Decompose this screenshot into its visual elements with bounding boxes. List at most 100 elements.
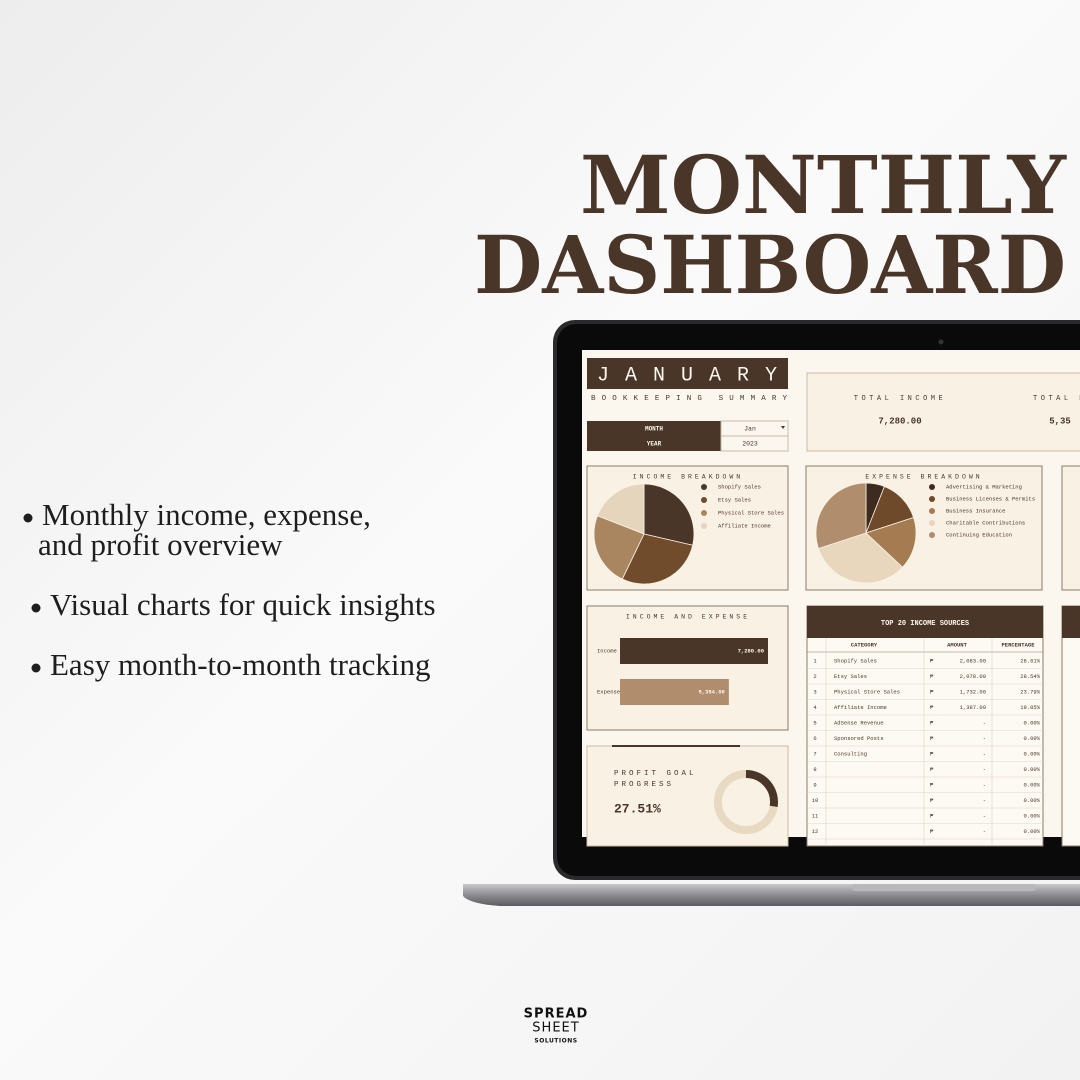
table-cell: 1,732.00 xyxy=(960,688,986,695)
bullet-list: Monthly income, expense,and profit overv… xyxy=(23,497,436,682)
table-cell: 3 xyxy=(813,688,816,695)
table-header xyxy=(1062,606,1080,638)
legend-label: Business Licenses & Permits xyxy=(946,495,1035,502)
table-cell: ₱ xyxy=(930,766,934,773)
setting-label-cell xyxy=(587,436,721,451)
table-cell: ₱ xyxy=(930,704,934,711)
table-cell: Physical Store Sales xyxy=(834,688,900,695)
table-cell: 10 xyxy=(812,797,819,804)
bullet-text: Easy month-to-month tracking xyxy=(50,647,431,682)
total-label: TOTAL E xyxy=(1033,395,1080,403)
table-cell: 0.00% xyxy=(1023,781,1040,788)
table-cell: 1 xyxy=(813,657,817,664)
table-cell: 2,078.00 xyxy=(960,673,986,680)
dashboard: JANUARY BOOKKEEPING SUMMARY INCOME BREAK… xyxy=(586,358,1080,847)
brand-logo: SPREAD SHEET SOLUTIONS xyxy=(524,1007,588,1045)
table-cell: 1,387.00 xyxy=(960,704,986,711)
table-cell: - xyxy=(983,719,986,726)
table-cell: 11 xyxy=(812,812,819,819)
bar-category: Income xyxy=(597,647,617,654)
subtitle: BOOKKEEPING SUMMARY xyxy=(591,395,787,403)
bullet-text: and profit overview xyxy=(38,527,283,562)
table-cell: ₱ xyxy=(930,673,934,680)
bar xyxy=(620,638,768,664)
table-cell: 28.61% xyxy=(1020,657,1041,664)
table-cell: ₱ xyxy=(930,781,934,788)
table-cell: Etsy Sales xyxy=(834,673,867,680)
bullet-text: Visual charts for quick insights xyxy=(50,587,436,622)
brand-line: SOLUTIONS xyxy=(534,1038,577,1045)
legend-dot xyxy=(929,508,935,514)
setting-label-cell xyxy=(587,421,721,436)
table-cell: 0.00% xyxy=(1023,797,1040,804)
column-header: AMOUNT xyxy=(947,641,968,648)
legend-dot xyxy=(701,497,707,503)
table-title: TOP 20 INCOME SOURCES xyxy=(881,620,969,628)
total-value: 7,280.00 xyxy=(878,416,921,426)
table-cell: 8 xyxy=(813,766,816,773)
bar xyxy=(620,679,729,705)
table-cell: - xyxy=(983,750,986,757)
table-cell: - xyxy=(983,812,986,819)
setting-value-cell xyxy=(720,435,789,452)
bullet-dot xyxy=(31,663,41,673)
table-cell: 0.00% xyxy=(1023,766,1040,773)
table-cell: 23.79% xyxy=(1020,688,1041,695)
pie-slice xyxy=(621,533,694,585)
table-cell: - xyxy=(983,781,986,788)
table-cell: - xyxy=(983,735,986,742)
dropdown-arrow xyxy=(781,426,785,429)
table-cell: 0.00% xyxy=(1023,735,1040,742)
pie-slice xyxy=(643,483,695,546)
table-cell: ₱ xyxy=(930,657,934,664)
legend-label: Affiliate Income xyxy=(718,522,771,529)
legend-dot xyxy=(929,484,935,490)
month-banner xyxy=(587,358,788,389)
setting-label: YEAR xyxy=(647,441,662,448)
table-cell: ₱ xyxy=(930,828,934,835)
table-cell: - xyxy=(983,828,986,835)
card xyxy=(586,605,789,731)
brand-line: SHEET xyxy=(532,1021,579,1036)
legend-label: Physical Store Sales xyxy=(718,509,784,516)
pie-slice xyxy=(596,483,645,535)
table-cell: ₱ xyxy=(930,688,934,695)
table-cell: 0.00% xyxy=(1023,828,1040,835)
total-value: 5,35 xyxy=(1049,416,1071,426)
bullet-dot xyxy=(31,603,41,613)
legend-label: Shopify Sales xyxy=(718,483,761,490)
bar-value-label: 5,354.00 xyxy=(698,688,724,695)
table-cell: ₱ xyxy=(930,719,934,726)
table-cell: ₱ xyxy=(930,735,934,742)
table-cell: 12 xyxy=(812,828,819,835)
table-cell: 19.05% xyxy=(1020,704,1041,711)
table-cell: Consulting xyxy=(834,750,867,757)
setting-label: MONTH xyxy=(645,426,663,433)
pie-slice xyxy=(815,482,867,549)
table-header xyxy=(807,606,1043,638)
legend-dot xyxy=(929,520,935,526)
table-cell: 28.54% xyxy=(1020,673,1041,680)
card-title: PROFIT GOAL xyxy=(614,770,697,778)
bullet-dot xyxy=(23,513,33,523)
card-title: EXPENSE BREAKDOWN xyxy=(865,474,982,481)
table-cell: 7 xyxy=(813,750,816,757)
progress-arc xyxy=(745,770,778,808)
legend-dot xyxy=(929,496,935,502)
table-cell: Shopify Sales xyxy=(834,657,877,664)
card-title: PROGRESS xyxy=(614,781,674,789)
column-header: CATEGORY xyxy=(851,641,878,648)
table-cell: ₱ xyxy=(930,750,934,757)
column-header: PERCENTAGE xyxy=(1001,641,1035,648)
table-cell: - xyxy=(983,766,986,773)
table-cell: Affiliate Income xyxy=(834,704,887,711)
table-cell: AdSense Revenue xyxy=(834,719,884,726)
table-cell: ₱ xyxy=(930,797,934,804)
table-cell: 0.00% xyxy=(1023,719,1040,726)
table-card xyxy=(1061,605,1080,847)
setting-value: 2023 xyxy=(742,441,758,448)
pie-slice xyxy=(865,517,917,568)
card-title: INCOME BREAKDOWN xyxy=(633,474,743,481)
laptop-notch xyxy=(852,884,1036,891)
